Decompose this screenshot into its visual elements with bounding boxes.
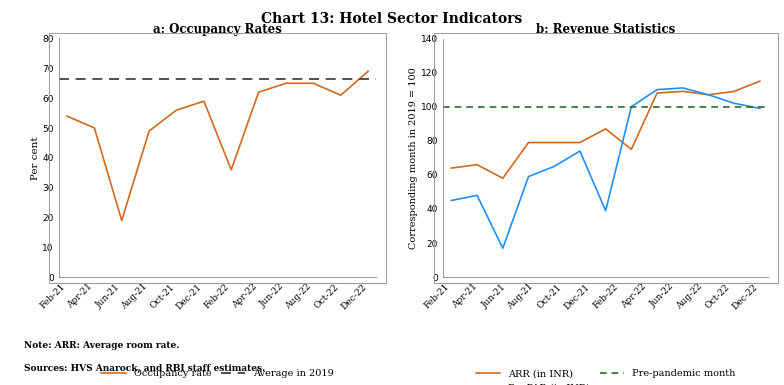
Text: Sources: HVS Anarock, and RBI staff estimates.: Sources: HVS Anarock, and RBI staff esti… xyxy=(24,365,265,373)
Y-axis label: Per cent: Per cent xyxy=(31,136,40,180)
Title: b: Revenue Statistics: b: Revenue Statistics xyxy=(536,23,675,36)
Title: a: Occupancy Rates: a: Occupancy Rates xyxy=(153,23,282,36)
Legend: ARR (in INR), RevPAR (in INR), Pre-pandemic month: ARR (in INR), RevPAR (in INR), Pre-pande… xyxy=(472,366,739,385)
Legend: Occupancy rate, Average in 2019: Occupancy rate, Average in 2019 xyxy=(97,366,338,382)
Text: Chart 13: Hotel Sector Indicators: Chart 13: Hotel Sector Indicators xyxy=(261,12,523,25)
Text: Note: ARR: Average room rate.: Note: ARR: Average room rate. xyxy=(24,341,179,350)
Y-axis label: Corresponding month in 2019 = 100: Corresponding month in 2019 = 100 xyxy=(409,67,418,249)
